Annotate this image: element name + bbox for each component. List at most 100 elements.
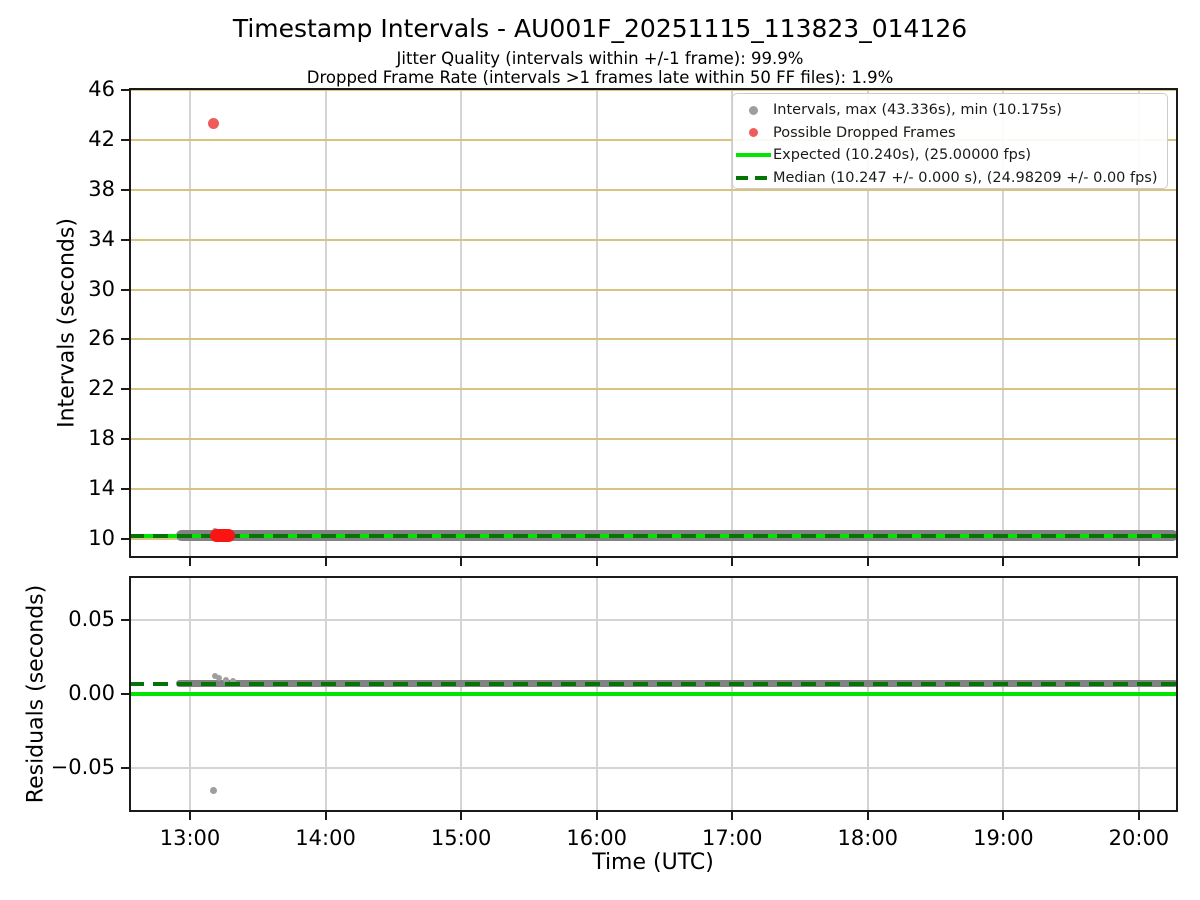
plot-spine-top bbox=[129, 88, 1178, 90]
intervals-y-axis-label: Intervals (seconds) bbox=[54, 218, 80, 428]
x-tick-label: 16:00 bbox=[566, 826, 627, 850]
x-tick bbox=[595, 812, 598, 820]
x-gridline bbox=[731, 88, 734, 558]
y-gridline bbox=[129, 338, 1178, 341]
y-tick-label: 22 bbox=[88, 376, 115, 401]
x-tick-label: 20:00 bbox=[1108, 826, 1170, 850]
x-tick bbox=[866, 558, 869, 566]
y-gridline bbox=[129, 766, 1178, 769]
figure-subtitle-jitter-quality: Jitter Quality (intervals within +/-1 fr… bbox=[396, 49, 804, 68]
dropped-frames-cluster bbox=[210, 528, 236, 542]
figure-title: Timestamp Intervals - AU001F_20251115_11… bbox=[232, 14, 968, 43]
x-tick bbox=[460, 558, 463, 566]
x-tick bbox=[189, 812, 191, 820]
legend-label: Intervals, max (43.336s), min (10.175s) bbox=[773, 102, 1062, 119]
residuals-plot-area: 13:00 14:00 15:00 16:00 17:00 18:00 19:00 20:00… bbox=[51, 576, 1178, 850]
y-tick-label: −0.05 bbox=[50, 754, 115, 779]
y-tick-label: 30 bbox=[88, 276, 115, 301]
y-gridline bbox=[129, 238, 1178, 241]
median-dashed-line-icon bbox=[733, 175, 773, 180]
y-tick-label: 10 bbox=[88, 526, 115, 551]
x-axis-label: Time (UTC) bbox=[592, 850, 714, 875]
x-gridline bbox=[189, 88, 191, 558]
y-tick bbox=[121, 488, 129, 491]
x-tick bbox=[595, 558, 598, 566]
y-tick-label: 14 bbox=[88, 476, 115, 501]
expected-line bbox=[129, 692, 1178, 696]
x-tick-label: 15:00 bbox=[430, 826, 492, 850]
y-tick-label: 42 bbox=[88, 126, 115, 151]
legend-item-dropped-frames: Possible Dropped Frames bbox=[733, 122, 1167, 145]
x-tick-label: 14:00 bbox=[295, 826, 356, 850]
legend-item-intervals: Intervals, max (43.336s), min (10.175s) bbox=[733, 99, 1167, 122]
dropped-frame-outlier-point bbox=[208, 117, 220, 129]
plot-spine-left bbox=[129, 88, 131, 558]
legend-label: Possible Dropped Frames bbox=[773, 124, 956, 141]
x-tick-label: 13:00 bbox=[159, 826, 221, 850]
y-gridline bbox=[129, 288, 1178, 291]
x-tick bbox=[1137, 812, 1140, 820]
residuals-y-axis-label: Residuals (seconds) bbox=[23, 584, 49, 804]
residual-outlier-point bbox=[210, 786, 218, 794]
plot-spine-left bbox=[129, 576, 131, 812]
y-gridline bbox=[129, 619, 1178, 622]
x-tick bbox=[1137, 558, 1140, 566]
plot-spine-bottom bbox=[129, 556, 1178, 558]
y-tick bbox=[121, 438, 129, 441]
x-gridline bbox=[460, 88, 463, 558]
y-tick-label: 46 bbox=[88, 77, 115, 101]
y-gridline bbox=[129, 138, 1178, 141]
y-tick bbox=[121, 619, 129, 622]
y-tick-label: 38 bbox=[88, 176, 115, 201]
x-gridline bbox=[324, 88, 327, 558]
expected-line-icon bbox=[733, 153, 773, 158]
x-tick bbox=[731, 558, 734, 566]
interval-jitter-point bbox=[229, 678, 236, 685]
x-tick-label: 17:00 bbox=[701, 826, 763, 850]
y-gridline bbox=[129, 388, 1178, 391]
y-tick bbox=[121, 188, 129, 191]
y-gridline bbox=[129, 188, 1178, 191]
interval-jitter-point bbox=[216, 674, 223, 681]
x-tick bbox=[189, 558, 191, 566]
median-dashed-line bbox=[129, 533, 1178, 538]
y-tick-label: 0.05 bbox=[68, 607, 115, 632]
y-tick-label: 26 bbox=[88, 326, 115, 351]
y-tick bbox=[121, 766, 129, 769]
x-gridline bbox=[1137, 88, 1140, 558]
intervals-dot-icon bbox=[733, 105, 773, 115]
x-tick bbox=[324, 558, 327, 566]
y-tick bbox=[121, 388, 129, 391]
x-tick bbox=[1002, 558, 1005, 566]
x-tick bbox=[460, 812, 463, 820]
legend-item-median: Median (10.247 +/- 0.000 s), (24.98209 +… bbox=[733, 167, 1167, 190]
x-tick bbox=[324, 812, 327, 820]
interval-jitter-point bbox=[223, 677, 230, 683]
interval-jitter-point bbox=[211, 672, 218, 679]
y-gridline bbox=[129, 438, 1178, 441]
y-tick-label: 34 bbox=[88, 226, 115, 251]
x-tick bbox=[1002, 812, 1005, 820]
legend: Intervals, max (43.336s), min (10.175s) … bbox=[732, 93, 1168, 189]
plot-spine-right bbox=[1176, 88, 1178, 558]
y-tick bbox=[121, 693, 129, 695]
dropped-frames-dot-icon bbox=[733, 128, 773, 138]
x-tick bbox=[731, 812, 734, 820]
plot-spine-right bbox=[1176, 576, 1178, 812]
y-tick bbox=[121, 288, 129, 291]
plot-spine-bottom bbox=[129, 810, 1178, 812]
y-tick bbox=[121, 338, 129, 341]
figure-subtitle-dropped-frame-rate: Dropped Frame Rate (intervals >1 frames … bbox=[306, 68, 894, 87]
y-tick-label: 18 bbox=[88, 426, 115, 451]
y-gridline bbox=[129, 488, 1178, 491]
x-tick-label: 19:00 bbox=[973, 826, 1034, 850]
y-tick bbox=[121, 238, 129, 241]
x-gridline bbox=[595, 88, 598, 558]
y-tick bbox=[121, 138, 129, 141]
x-tick bbox=[866, 812, 869, 820]
median-dashed-line bbox=[129, 681, 1178, 686]
x-gridline bbox=[866, 88, 869, 558]
legend-item-expected: Expected (10.240s), (25.00000 fps) bbox=[733, 144, 1167, 167]
plot-spine-top bbox=[129, 576, 1178, 578]
